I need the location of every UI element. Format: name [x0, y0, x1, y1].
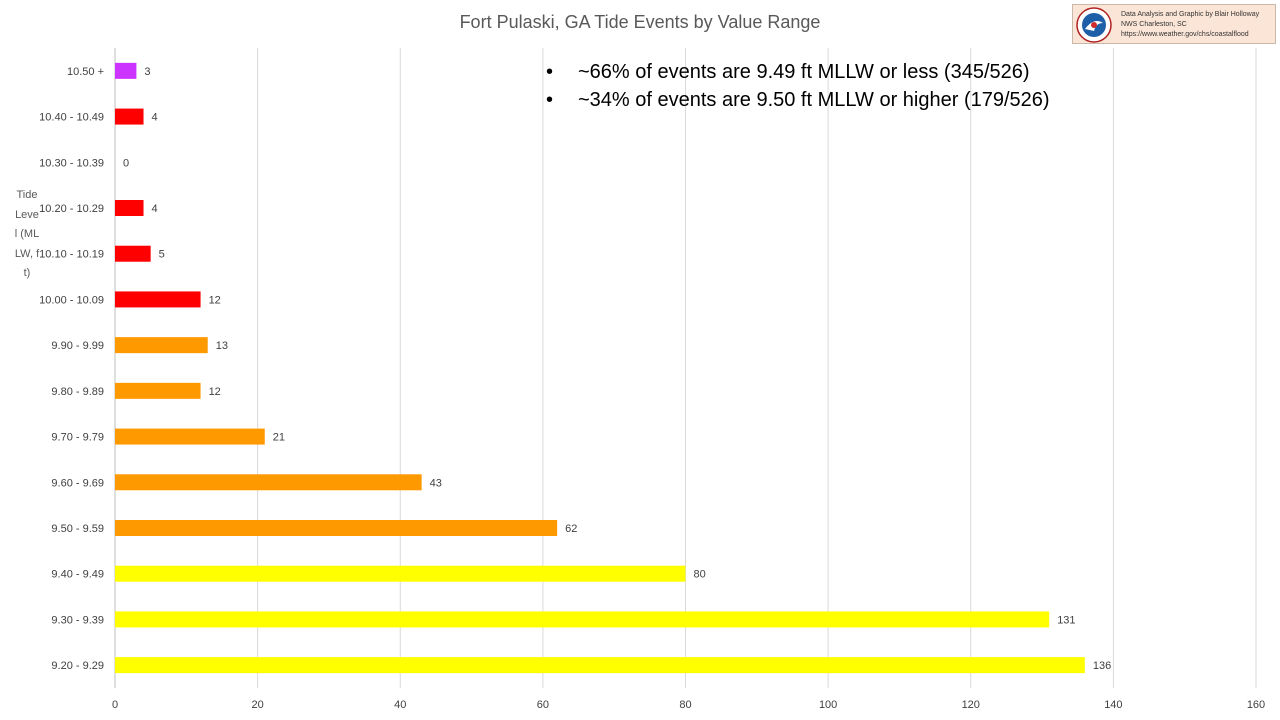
bar [115, 520, 558, 536]
x-tick-label: 0 [112, 699, 118, 711]
bar [115, 428, 265, 445]
x-tick-label: 20 [252, 699, 264, 711]
bar [115, 474, 422, 491]
bar [115, 337, 208, 354]
x-tick-label: 100 [819, 699, 837, 711]
bar [115, 382, 201, 399]
annotation-1: • ~66% of events are 9.49 ft MLLW or les… [540, 58, 1140, 86]
credit-line-office: NWS Charleston, SC [1121, 21, 1187, 28]
bar [115, 245, 151, 262]
data-label: 12 [209, 294, 221, 306]
x-tick-label: 80 [679, 699, 691, 711]
data-label: 3 [144, 66, 150, 78]
credit-box: Data Analysis and Graphic by Blair Hollo… [1072, 4, 1276, 44]
data-label: 62 [565, 523, 577, 535]
data-label: 80 [694, 569, 706, 581]
bar [115, 657, 1085, 674]
bar [115, 611, 1050, 628]
data-label: 4 [152, 203, 158, 215]
nws-logo-icon [1076, 7, 1112, 43]
category-label: 9.20 - 9.29 [51, 660, 104, 672]
bar [115, 565, 686, 582]
category-label: 10.50 + [67, 66, 104, 78]
category-label: 10.40 - 10.49 [39, 112, 104, 124]
data-label: 131 [1057, 614, 1075, 626]
chart-title: Fort Pulaski, GA Tide Events by Value Ra… [459, 12, 821, 32]
bullet-icon: • [546, 61, 554, 83]
category-label: 10.30 - 10.39 [39, 157, 104, 169]
category-label: 10.20 - 10.29 [39, 203, 104, 215]
data-label: 136 [1093, 660, 1111, 672]
y-axis-label: Tide Level (MLLW, ft) [14, 189, 40, 279]
credit-line-author: Data Analysis and Graphic by Blair Hollo… [1121, 11, 1260, 18]
category-label: 9.50 - 9.59 [51, 523, 104, 535]
bar [115, 291, 201, 308]
category-label: 10.10 - 10.19 [39, 249, 104, 261]
category-label: 10.00 - 10.09 [39, 294, 104, 306]
data-label: 21 [273, 432, 285, 444]
bar [115, 62, 137, 79]
annotation-2-text: ~34% of events are 9.50 ft MLLW or highe… [578, 89, 1050, 111]
category-label: 9.40 - 9.49 [51, 569, 104, 581]
data-label: 12 [209, 386, 221, 398]
credit-line-url: https://www.weather.gov/chs/coastalflood [1121, 31, 1249, 38]
bar [115, 108, 144, 125]
x-tick-label: 160 [1247, 699, 1265, 711]
data-label: 5 [159, 249, 165, 261]
category-label: 9.30 - 9.39 [51, 614, 104, 626]
category-label: 9.60 - 9.69 [51, 477, 104, 489]
annotation-1-text: ~66% of events are 9.49 ft MLLW or less … [578, 61, 1030, 83]
x-tick-label: 140 [1104, 699, 1122, 711]
category-label: 9.90 - 9.99 [51, 340, 104, 352]
x-tick-label: 60 [537, 699, 549, 711]
annotation-2: • ~34% of events are 9.50 ft MLLW or hig… [540, 86, 1140, 114]
x-tick-label: 40 [394, 699, 406, 711]
annotation-box: • ~66% of events are 9.49 ft MLLW or les… [540, 58, 1140, 114]
category-label: 9.80 - 9.89 [51, 386, 104, 398]
data-label: 13 [216, 340, 228, 352]
x-tick-label: 120 [962, 699, 980, 711]
bullet-icon: • [546, 89, 554, 111]
category-label: 9.70 - 9.79 [51, 432, 104, 444]
bar [115, 200, 144, 216]
data-label: 4 [152, 112, 158, 124]
data-label: 0 [123, 157, 129, 169]
data-label: 43 [430, 477, 442, 489]
